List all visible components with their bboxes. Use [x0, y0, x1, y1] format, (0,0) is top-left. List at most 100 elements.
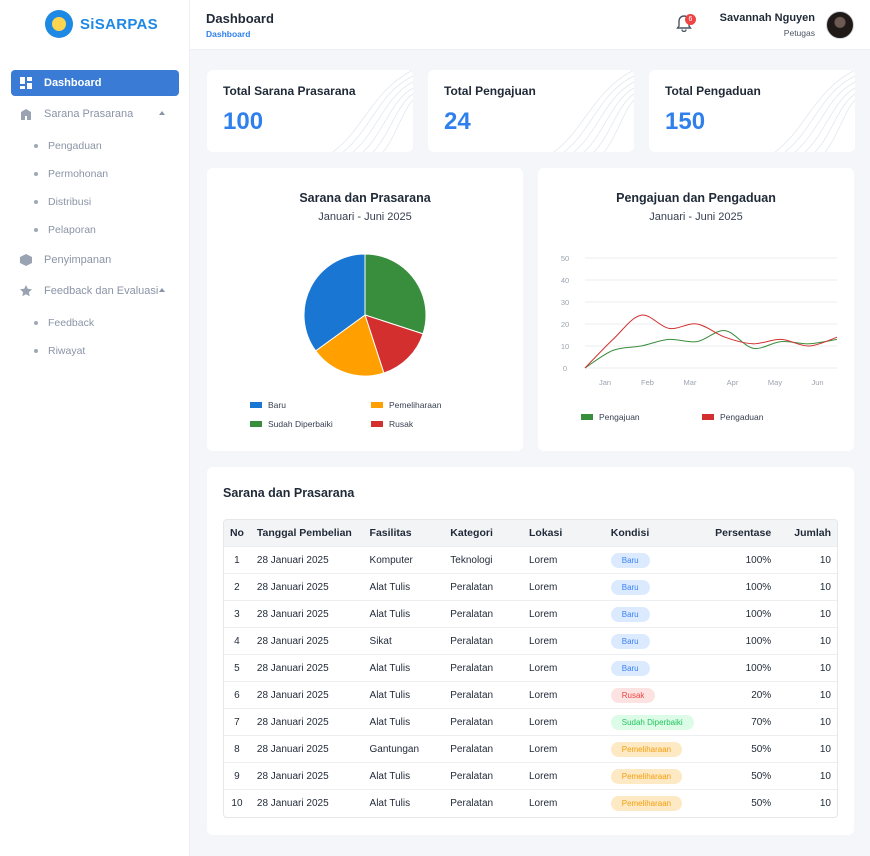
sidebar-item-sarana-prasarana[interactable]: Sarana Prasarana — [11, 101, 179, 127]
column-header-kategori[interactable]: Kategori — [450, 527, 493, 539]
cell-lokasi: Lorem — [529, 581, 558, 593]
table-title: Sarana dan Prasarana — [223, 486, 355, 500]
legend-item-baru[interactable]: Baru — [250, 400, 286, 410]
table-row[interactable]: 4 28 Januari 2025 Sikat Peralatan Lorem Baru 1… — [224, 628, 837, 655]
sidebar-item-dashboard[interactable]: Dashboard — [11, 70, 179, 96]
column-header-kondisi[interactable]: Kondisi — [610, 527, 650, 539]
avatar[interactable] — [826, 11, 854, 39]
legend-item-pemeliharaan[interactable]: Pemeliharaan — [371, 400, 441, 410]
user-name[interactable]: Savannah Nguyen — [719, 12, 815, 24]
cell-fasilitas: Sikat — [369, 635, 392, 647]
pie-slice-baru[interactable] — [303, 253, 366, 352]
pie-slice-sudah-diperbaiki[interactable] — [364, 253, 427, 335]
legend-swatch — [702, 414, 714, 420]
stat-value: 24 — [444, 108, 471, 135]
user-role: Petugas — [783, 28, 815, 38]
cell-persentase: 100% — [745, 635, 772, 647]
legend-label: Pengaduan — [720, 412, 764, 422]
legend-item-sudah-diperbaiki[interactable]: Sudah Diperbaiki — [250, 419, 333, 429]
table-row[interactable]: 9 28 Januari 2025 Alat Tulis Peralatan Lorem… — [224, 763, 837, 790]
table-row[interactable]: 6 28 Januari 2025 Alat Tulis Peralatan Lorem… — [224, 682, 837, 709]
stat-card-pengaduan: Total Pengaduan 150 — [649, 70, 855, 152]
bullet-icon — [34, 321, 38, 325]
cell-kategori: Peralatan — [450, 635, 494, 647]
sidebar-item-label: Pelaporan — [48, 224, 96, 236]
status-badge: Baru — [610, 660, 650, 676]
cell-lokasi: Lorem — [529, 770, 558, 782]
cell-jumlah: 10 — [819, 716, 831, 728]
series-line-pengaduan[interactable] — [584, 314, 838, 369]
column-header-jumlah[interactable]: Jumlah — [794, 527, 831, 539]
series-line-pengajuan[interactable] — [584, 330, 838, 369]
column-header-lokasi[interactable]: Lokasi — [529, 527, 563, 539]
table-row[interactable]: 2 28 Januari 2025 Alat Tulis Peralatan Lorem… — [224, 574, 837, 601]
cell-persentase: 50% — [751, 770, 772, 782]
legend-item-rusak[interactable]: Rusak — [371, 419, 413, 429]
sidebar-item-label: Feedback — [48, 317, 95, 329]
cell-kondisi: Rusak — [610, 687, 705, 703]
cell-persentase: 70% — [751, 716, 772, 728]
legend-swatch — [250, 421, 262, 427]
cell-tanggal: 28 Januari 2025 — [256, 770, 329, 782]
cell-kategori: Peralatan — [450, 608, 494, 620]
cell-tanggal: 28 Januari 2025 — [256, 581, 329, 593]
breadcrumb[interactable]: Dashboard — [206, 29, 251, 39]
sidebar-subitem-riwayat[interactable]: Riwayat — [11, 337, 179, 365]
logo-icon — [45, 10, 73, 38]
sidebar-subitem-feedback[interactable]: Feedback — [11, 309, 179, 337]
wave-decoration — [553, 70, 634, 152]
y-tick-label: 10 — [561, 342, 569, 351]
column-header-tanggal[interactable]: Tanggal Pembelian — [256, 527, 352, 539]
cell-jumlah: 10 — [819, 662, 831, 674]
column-header-no[interactable]: No — [229, 527, 244, 539]
table-row[interactable]: 5 28 Januari 2025 Alat Tulis Peralatan Lorem… — [224, 655, 837, 682]
table-row[interactable]: 10 28 Januari 2025 Alat Tulis Peralatan Lore… — [224, 790, 837, 817]
chart-subtitle: Januari - Juni 2025 — [649, 211, 743, 223]
sidebar-subitem-pelaporan[interactable]: Pelaporan — [11, 216, 179, 244]
cell-fasilitas: Alat Tulis — [369, 798, 411, 809]
column-header-persentase[interactable]: Persentase — [715, 527, 772, 539]
chart-subtitle: Januari - Juni 2025 — [318, 211, 412, 223]
table-row[interactable]: 3 28 Januari 2025 Alat Tulis Peralatan Lorem… — [224, 601, 837, 628]
building-icon — [21, 109, 31, 120]
table-row[interactable]: 8 28 Januari 2025 Gantungan Peralatan Lorem P… — [224, 736, 837, 763]
legend-item-pengaduan[interactable]: Pengaduan — [702, 412, 764, 422]
column-header-fasilitas[interactable]: Fasilitas — [369, 527, 412, 539]
cell-tanggal: 28 Januari 2025 — [256, 662, 329, 674]
bullet-icon — [34, 172, 38, 176]
sidebar-subitem-distribusi[interactable]: Distribusi — [11, 188, 179, 216]
cell-jumlah: 10 — [819, 689, 831, 701]
legend-label: Pengajuan — [599, 412, 640, 422]
cell-no: 4 — [234, 635, 240, 647]
cell-kategori: Peralatan — [450, 662, 494, 674]
grid-icon — [20, 77, 32, 89]
cell-lokasi: Lorem — [529, 716, 558, 728]
chevron-up-icon — [159, 288, 165, 292]
table-row[interactable]: 7 28 Januari 2025 Alat Tulis Peralatan Lorem… — [224, 709, 837, 736]
pie-chart — [303, 253, 427, 377]
app-name: SiSARPAS — [80, 15, 158, 33]
cell-persentase: 100% — [745, 662, 772, 674]
data-table: No Tanggal Pembelian Fasilitas Kategori … — [223, 519, 838, 818]
cell-persentase: 50% — [751, 743, 772, 755]
cell-fasilitas: Komputer — [369, 554, 413, 566]
legend-swatch — [581, 414, 593, 420]
app-logo[interactable]: SiSARPAS — [45, 10, 158, 38]
status-badge: Rusak — [610, 687, 656, 703]
sidebar-subitem-permohonan[interactable]: Permohonan — [11, 160, 179, 188]
legend-item-pengajuan[interactable]: Pengajuan — [581, 412, 640, 422]
cell-no: 6 — [234, 689, 240, 701]
cell-tanggal: 28 Januari 2025 — [256, 798, 329, 809]
table-row[interactable]: 1 28 Januari 2025 Komputer Teknologi Lorem Ba… — [224, 547, 837, 574]
status-badge: Pemeliharaan — [610, 741, 683, 757]
sidebar-item-feedback-evaluasi[interactable]: Feedback dan Evaluasi — [11, 278, 179, 304]
cell-kategori: Peralatan — [450, 770, 494, 782]
cell-no: 8 — [234, 743, 240, 755]
stat-value: 100 — [223, 108, 264, 135]
sidebar-subitem-pengaduan[interactable]: Pengaduan — [11, 132, 179, 160]
stat-label: Total Pengajuan — [444, 84, 536, 98]
stat-label: Total Pengaduan — [665, 84, 761, 98]
pie-slice-pemeliharaan[interactable] — [314, 314, 385, 377]
status-badge: Sudah Diperbaiki — [610, 714, 694, 730]
sidebar-item-penyimpanan[interactable]: Penyimpanan — [11, 247, 179, 273]
